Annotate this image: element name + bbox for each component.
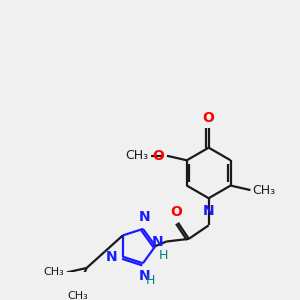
Text: CH₃: CH₃ xyxy=(252,184,275,196)
Text: O: O xyxy=(152,149,164,163)
Text: N: N xyxy=(139,269,151,283)
Text: CH₃: CH₃ xyxy=(67,291,88,300)
Text: O: O xyxy=(170,205,182,219)
Text: CH₃: CH₃ xyxy=(43,268,64,278)
Text: N: N xyxy=(152,235,164,249)
Text: N: N xyxy=(106,250,117,264)
Text: H: H xyxy=(159,249,168,262)
Text: CH₃: CH₃ xyxy=(126,149,149,162)
Text: H: H xyxy=(146,274,155,287)
Text: N: N xyxy=(203,204,214,218)
Text: N: N xyxy=(139,210,151,224)
Text: O: O xyxy=(203,111,214,125)
